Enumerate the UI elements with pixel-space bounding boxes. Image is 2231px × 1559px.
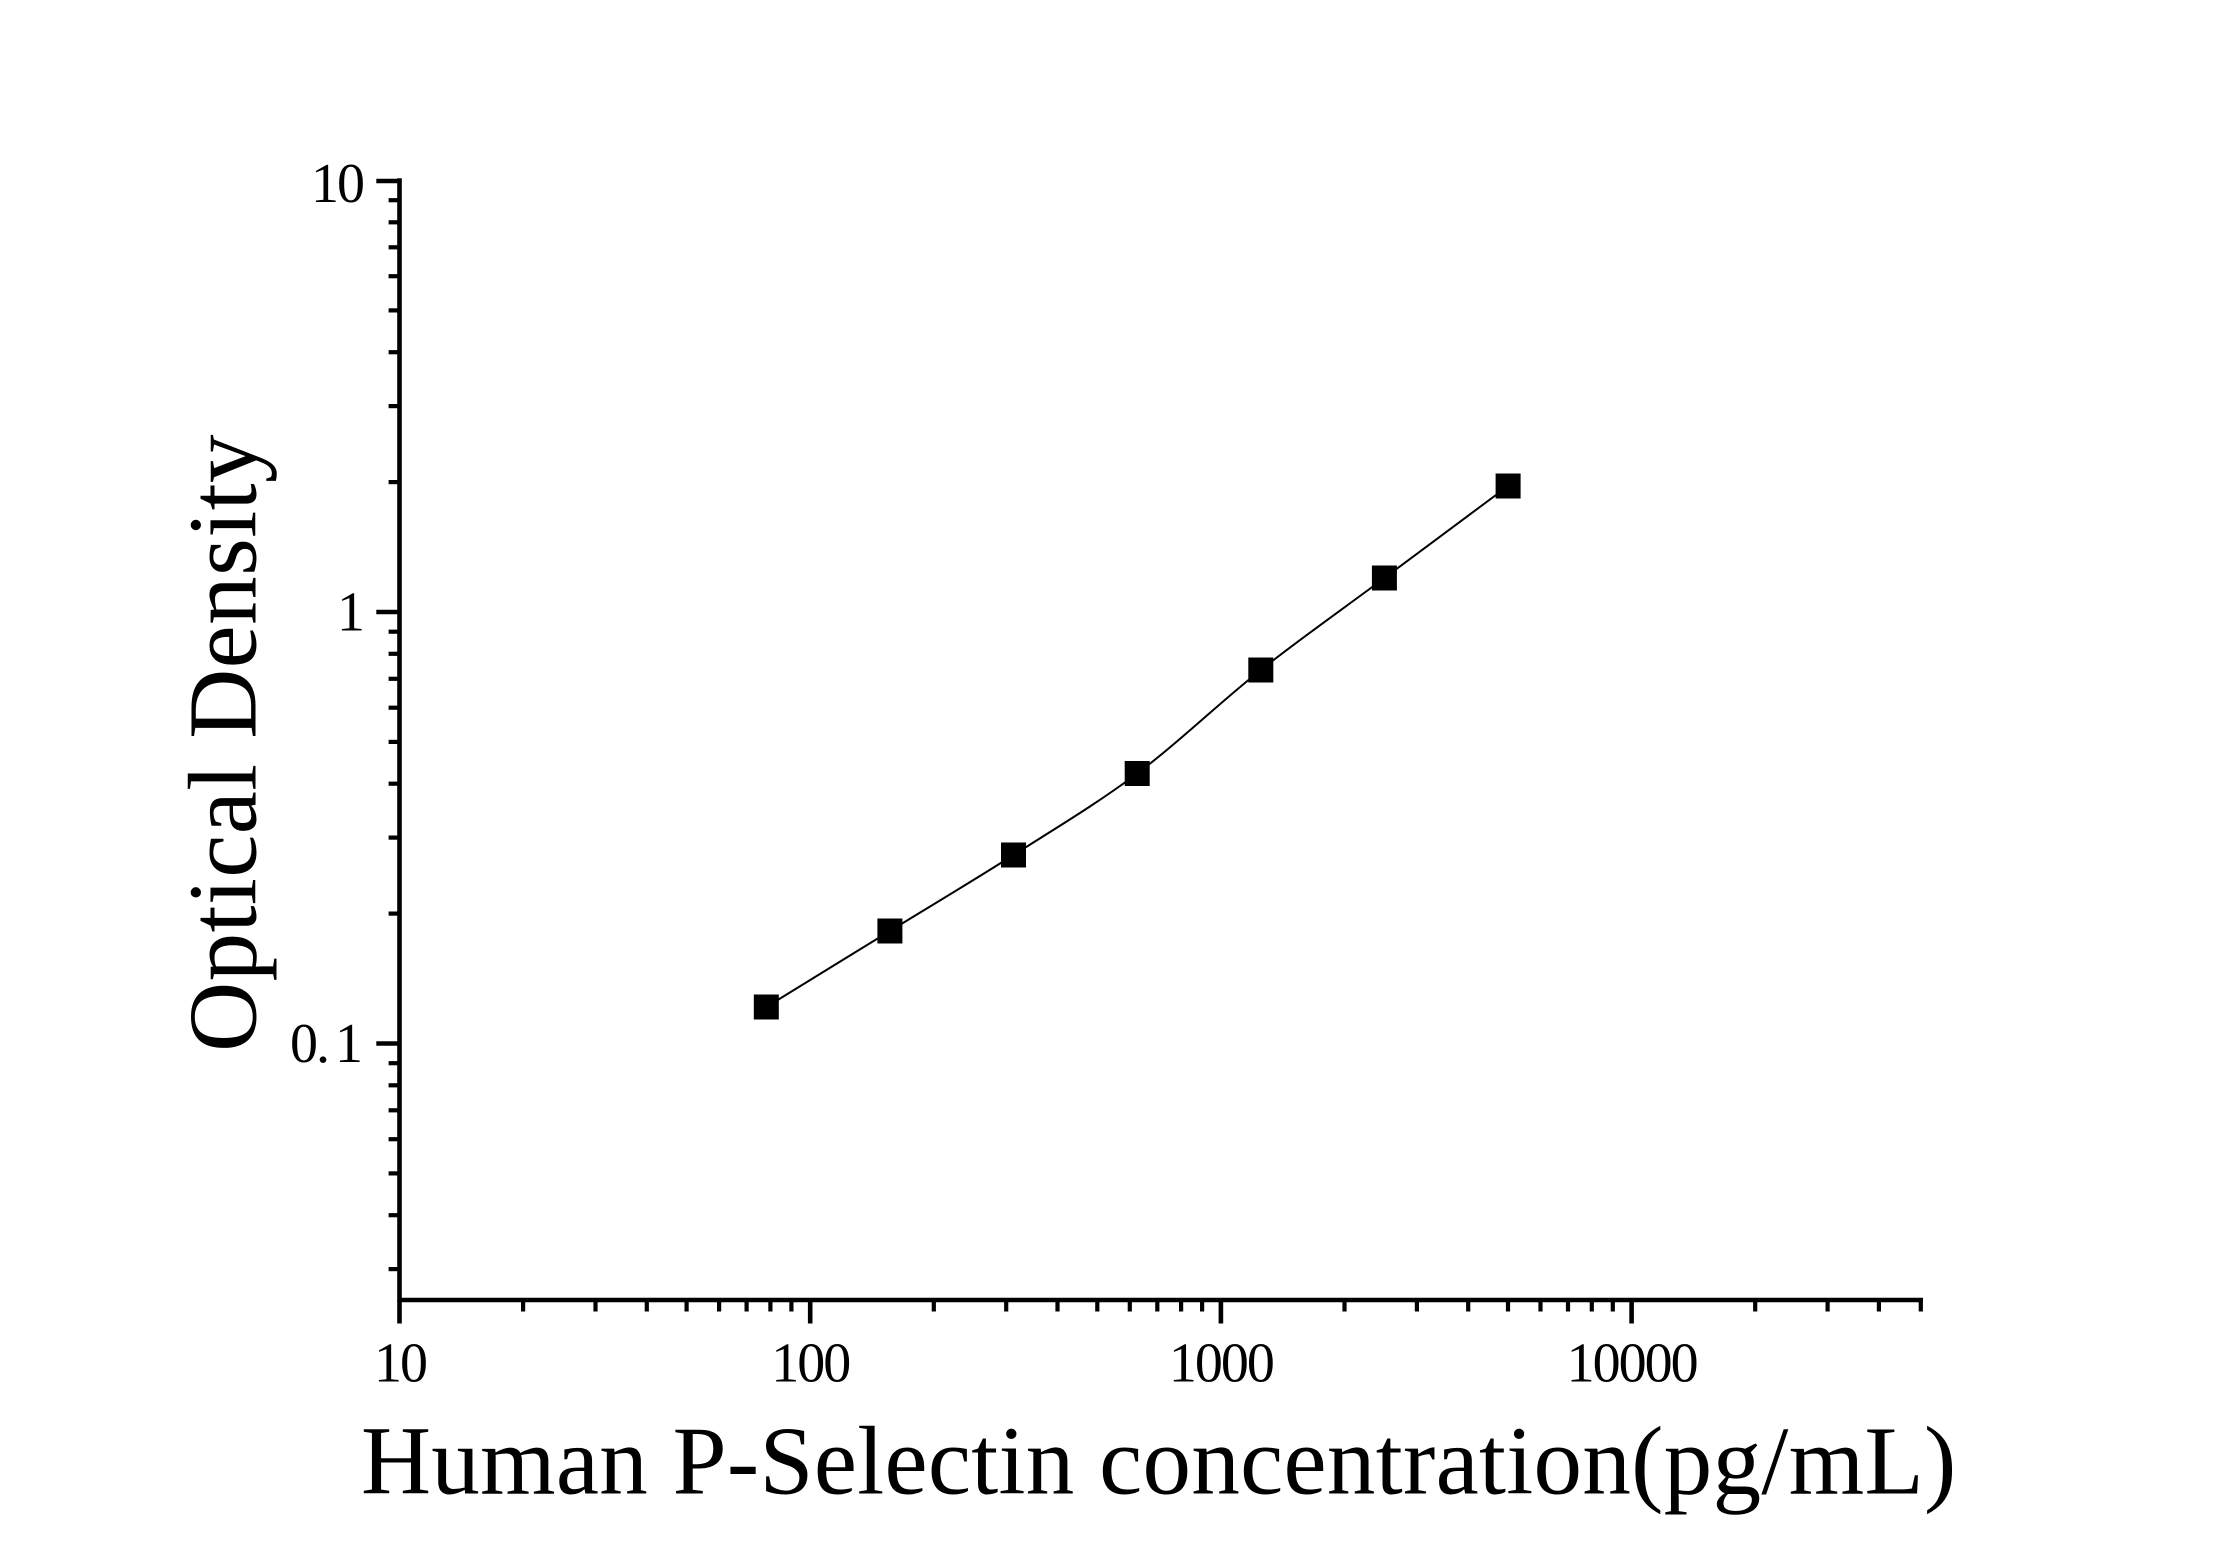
svg-text:10000: 10000 [1567,1333,1697,1395]
svg-text:0.1: 0. 1 [290,1013,361,1075]
svg-text:10: 10 [374,1333,426,1395]
svg-text:Optical Density: Optical Density [170,434,277,1052]
svg-text:Human P-Selectin concentration: Human P-Selectin concentration(pg/mL) [361,1408,1957,1515]
svg-text:1: 1 [337,581,363,643]
svg-text:1000: 1000 [1169,1333,1273,1395]
svg-text:100: 100 [771,1333,849,1395]
svg-text:10: 10 [311,153,363,215]
